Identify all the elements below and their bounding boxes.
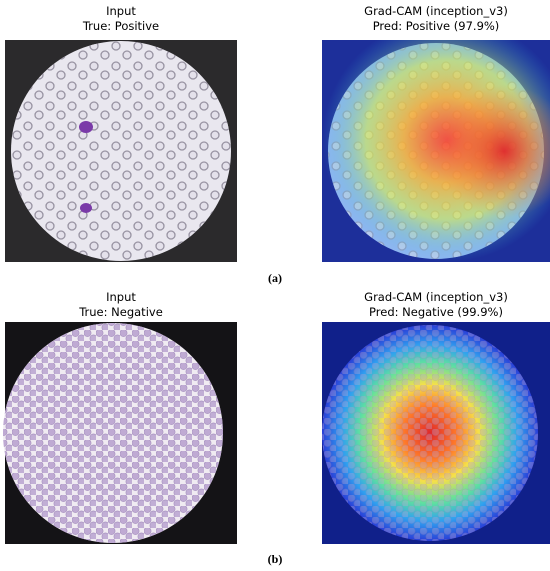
image-title: True: Negative — [78, 305, 163, 319]
image-title: Grad-CAM (inception_v3) — [364, 4, 508, 18]
panel-a: Input True: Positive Grad-CAM (inception… — [5, 4, 550, 285]
image-title: Input — [106, 290, 136, 304]
input-image — [3, 322, 237, 544]
panel-b: Input True: Negative Grad-CAM (inception… — [3, 290, 550, 566]
panel-label: (b) — [268, 552, 283, 566]
image-title: Grad-CAM (inception_v3) — [364, 290, 508, 304]
gradcam-image — [322, 322, 550, 544]
gradcam-image — [322, 40, 550, 262]
image-title: Pred: Positive (97.9%) — [373, 19, 500, 33]
image-title: Pred: Negative (99.9%) — [369, 305, 503, 319]
image-title: Input — [106, 4, 136, 18]
image-title: True: Positive — [82, 19, 159, 33]
input-image — [5, 40, 237, 262]
panel-label: (a) — [268, 271, 282, 285]
